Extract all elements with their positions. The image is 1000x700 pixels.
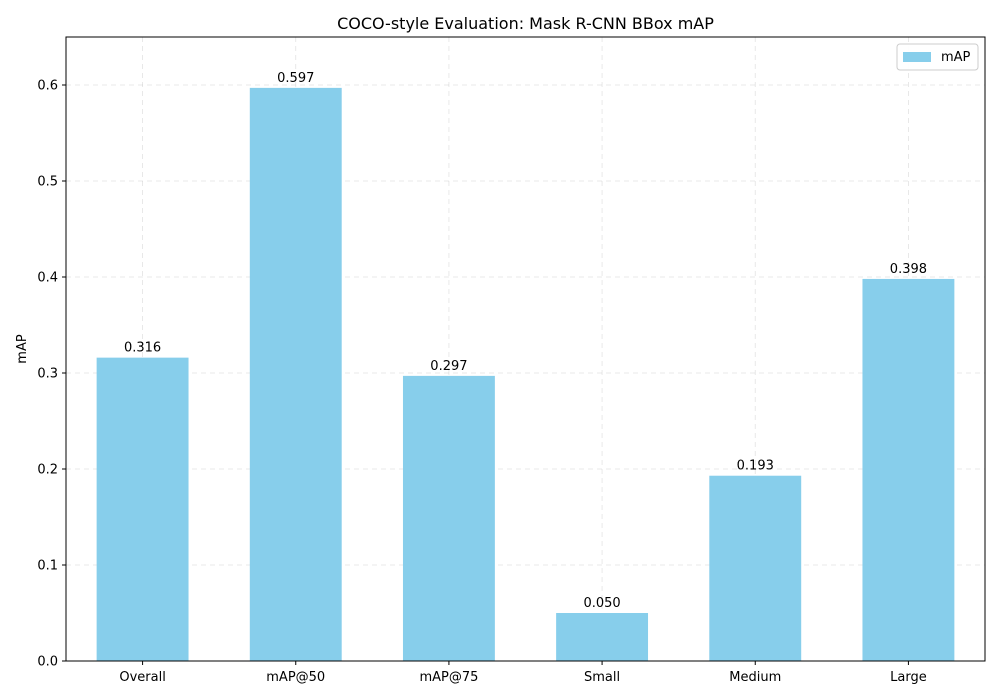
x-axis: Overall mAP@50 mAP@75 Small Medium Large	[119, 661, 927, 685]
y-tick-label: 0.5	[37, 175, 58, 190]
y-tick-label: 0.3	[37, 367, 58, 382]
x-tick-label: Medium	[729, 670, 781, 685]
bar	[709, 475, 802, 661]
x-tick-label: mAP@50	[266, 670, 325, 685]
bar-value-label: 0.050	[583, 596, 620, 611]
bar-value-label: 0.193	[737, 459, 774, 474]
y-tick-label: 0.1	[37, 559, 58, 574]
bar-value-label: 0.297	[430, 359, 467, 374]
bar	[556, 613, 649, 661]
x-tick-label: Overall	[119, 670, 165, 685]
bar	[96, 357, 189, 661]
bars	[96, 87, 955, 661]
bar	[402, 375, 495, 661]
bar-value-label: 0.597	[277, 71, 314, 86]
y-axis-label: mAP	[15, 334, 30, 364]
legend-box	[896, 43, 979, 71]
data-labels: 0.316 0.597 0.297 0.050 0.193 0.398	[124, 71, 927, 611]
legend: mAP	[896, 43, 979, 71]
bar	[862, 278, 955, 661]
chart-title: COCO-style Evaluation: Mask R-CNN BBox m…	[337, 14, 714, 33]
y-tick-label: 0.4	[37, 271, 58, 286]
x-tick-label: mAP@75	[419, 670, 478, 685]
legend-swatch	[903, 52, 931, 62]
bar-value-label: 0.398	[890, 262, 927, 277]
y-tick-label: 0.2	[37, 463, 58, 478]
y-tick-label: 0.0	[37, 655, 58, 670]
grid	[66, 37, 985, 662]
y-tick-label: 0.6	[37, 79, 58, 94]
x-tick-label: Small	[584, 670, 620, 685]
y-axis: 0.0 0.1 0.2 0.3 0.4 0.5 0.6	[37, 79, 66, 670]
legend-label: mAP	[941, 50, 971, 65]
bar	[249, 87, 342, 661]
plot-frame	[65, 36, 986, 662]
x-tick-label: Large	[890, 670, 927, 685]
bar-value-label: 0.316	[124, 341, 161, 356]
